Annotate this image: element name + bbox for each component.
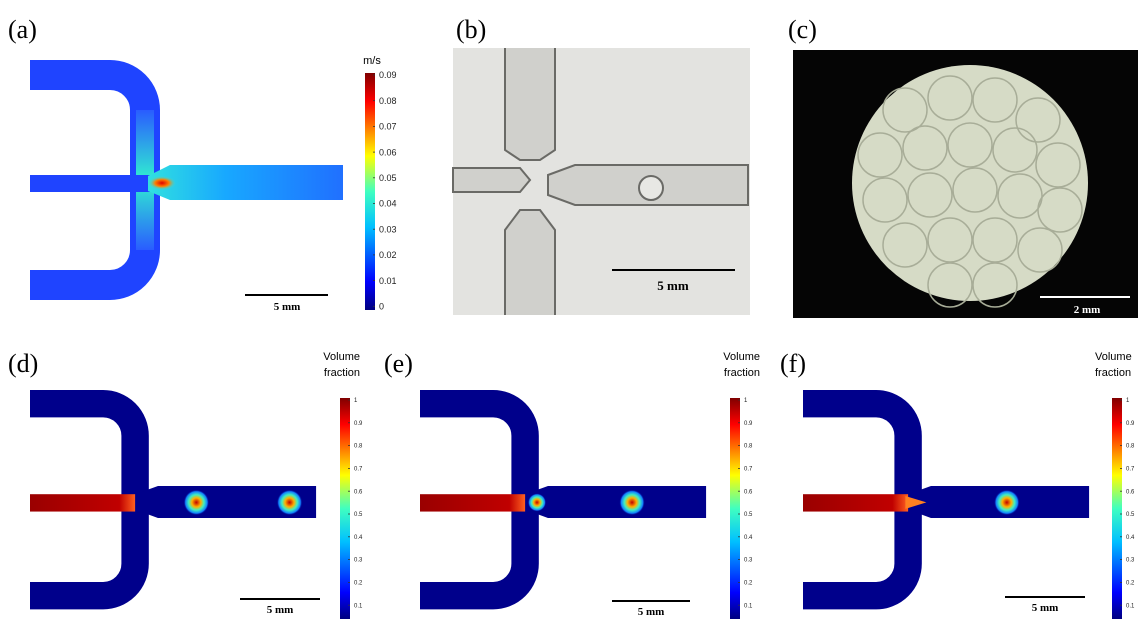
scale-bar-label: 5 mm: [1032, 602, 1059, 614]
channel-volume-fraction: [420, 404, 706, 596]
colorbar-tick-label: 0.1: [354, 603, 363, 609]
panel-label: (d): [8, 349, 38, 378]
colorbar-tick-label: 0.4: [354, 535, 363, 541]
panel-label: (e): [384, 349, 413, 378]
channel-velocity: [30, 75, 343, 285]
scale-bar-label: 5 mm: [638, 606, 665, 618]
droplet-dish: [852, 65, 1088, 301]
colorbar-tick-label: 0.6: [1126, 489, 1135, 495]
colorbar-tick-label: 0.7: [744, 467, 753, 473]
colorbar-tick-label: 0.9: [744, 421, 753, 427]
colorbar-tick-label: 1: [354, 398, 358, 404]
colorbar-tick-label: 0.08: [379, 96, 397, 106]
colorbar-tick-label: 0.6: [354, 489, 363, 495]
colorbar-title: fraction: [324, 367, 360, 379]
colorbar-title: m/s: [363, 55, 381, 67]
colorbar-tick-label: 0.02: [379, 250, 397, 260]
colorbar-tick-label: 0.1: [1126, 603, 1135, 609]
colorbar-title: fraction: [1095, 367, 1131, 379]
colorbar-title: fraction: [724, 367, 760, 379]
colorbar-tick-label: 0.5: [1126, 512, 1135, 518]
colorbar-tick-label: 0.2: [354, 581, 363, 587]
colorbar-tick-label: 0.9: [1126, 421, 1135, 427]
scale-bar-label: 5 mm: [657, 278, 689, 293]
colorbar-title: Volume: [1095, 351, 1132, 363]
colorbar-tick-label: 0.4: [744, 535, 753, 541]
panel-label: (c): [788, 15, 817, 44]
colorbar: [730, 398, 740, 619]
colorbar: [340, 398, 350, 619]
colorbar-tick-label: 0.05: [379, 173, 397, 183]
colorbar-tick-label: 0.7: [354, 467, 363, 473]
panel-label: (f): [780, 349, 806, 378]
colorbar-tick-label: 0.8: [354, 444, 363, 450]
panel-label: (a): [8, 15, 37, 44]
colorbar-tick-label: 0.07: [379, 122, 397, 132]
colorbar-tick-label: 0: [379, 301, 384, 311]
colorbar-title: Volume: [723, 351, 760, 363]
colorbar-title: Volume: [323, 351, 360, 363]
colorbar: [1112, 398, 1122, 619]
colorbar-tick-label: 0.01: [379, 276, 397, 286]
colorbar-tick-label: 0.8: [1126, 444, 1135, 450]
colorbar-tick-label: 0.1: [744, 603, 753, 609]
colorbar-tick-label: 0.03: [379, 224, 397, 234]
colorbar-tick-label: 0.8: [744, 444, 753, 450]
colorbar-tick-label: 0.5: [744, 512, 753, 518]
channel-volume-fraction: [30, 404, 316, 596]
colorbar-tick-label: 0.04: [379, 199, 397, 209]
scale-bar-label: 2 mm: [1074, 304, 1101, 316]
colorbar-tick-label: 0.5: [354, 512, 363, 518]
figure: (a) (b) (c) (d) (e) (f) 5 mm 5 mm 2 mm 5…: [0, 0, 1138, 619]
colorbar-tick-label: 1: [744, 398, 748, 404]
colorbar-tick-label: 0.9: [354, 421, 363, 427]
panel-label: (b): [456, 15, 486, 44]
colorbar-tick-label: 0.6: [744, 489, 753, 495]
colorbar-tick-label: 0.3: [354, 558, 363, 564]
scale-bar-label: 5 mm: [267, 604, 294, 616]
scale-bar-label: 5 mm: [274, 301, 301, 313]
colorbar-tick-label: 0.2: [744, 581, 753, 587]
colorbar-tick-label: 0.2: [1126, 581, 1135, 587]
colorbar-tick-label: 1: [1126, 398, 1130, 404]
channel-volume-fraction: [803, 404, 1089, 596]
colorbar-tick-label: 0.7: [1126, 467, 1135, 473]
colorbar: [365, 73, 375, 310]
colorbar-tick-label: 0.4: [1126, 535, 1135, 541]
colorbar-tick-label: 0.09: [379, 70, 397, 80]
colorbar-tick-label: 0.3: [744, 558, 753, 564]
colorbar-tick-label: 0.3: [1126, 558, 1135, 564]
colorbar-tick-label: 0.06: [379, 147, 397, 157]
